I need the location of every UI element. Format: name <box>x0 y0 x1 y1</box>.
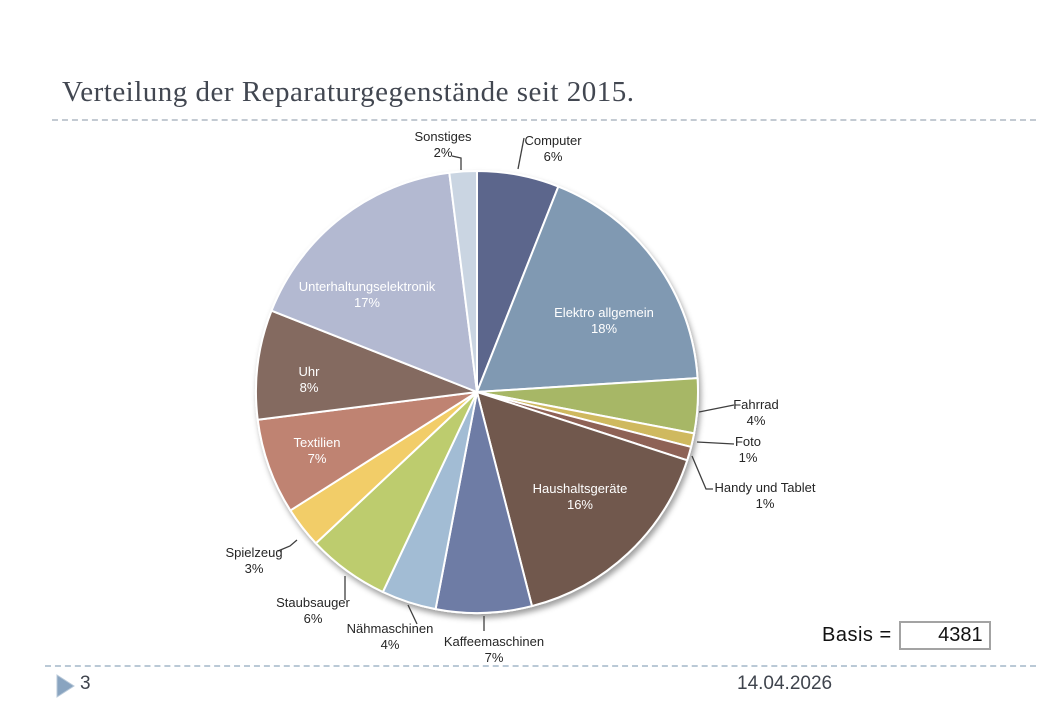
title-divider <box>52 119 1036 121</box>
basis-group: Basis = 4381 <box>822 621 991 650</box>
pie-slice-haushaltsgeraete <box>476 391 689 608</box>
leader-fahrrad <box>698 404 735 413</box>
slide-title: Verteilung der Reparaturgegenstände seit… <box>62 76 635 108</box>
leader-computer <box>517 137 525 170</box>
leader-sonstiges <box>451 155 462 170</box>
leader-naehmaschinen <box>407 604 418 625</box>
pie-slices <box>255 169 699 614</box>
page-arrow-icon <box>56 674 75 698</box>
leader-foto <box>696 441 735 445</box>
basis-value-box: 4381 <box>898 621 991 650</box>
pie-slice-unterhaltungselektronik <box>270 171 478 393</box>
pie-slice-elektro-allgemein <box>476 185 699 393</box>
footer-date: 14.04.2026 <box>737 673 833 694</box>
leader-spielzeug <box>277 539 298 552</box>
footer-divider <box>45 665 1036 667</box>
pie-slice-sonstiges <box>448 169 478 393</box>
basis-value: 4381 <box>938 624 983 646</box>
basis-label: Basis = <box>822 624 892 646</box>
page-number: 3 <box>80 673 91 694</box>
pie-slice-uhr <box>255 309 478 421</box>
leader-handy-und-tablet <box>691 455 713 490</box>
pie-leader-lines <box>277 137 735 631</box>
